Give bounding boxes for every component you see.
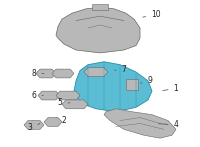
Text: 7: 7 xyxy=(115,65,126,74)
Polygon shape xyxy=(52,69,74,78)
Text: 4: 4 xyxy=(159,120,178,130)
Text: 6: 6 xyxy=(32,91,43,100)
Text: 1: 1 xyxy=(163,84,178,93)
Polygon shape xyxy=(44,118,62,126)
Text: 9: 9 xyxy=(141,76,152,85)
Polygon shape xyxy=(104,109,176,138)
Polygon shape xyxy=(24,121,44,129)
Polygon shape xyxy=(92,4,108,10)
Polygon shape xyxy=(38,91,60,100)
Polygon shape xyxy=(56,91,80,100)
Polygon shape xyxy=(62,100,88,109)
Polygon shape xyxy=(56,7,140,53)
Polygon shape xyxy=(74,62,152,112)
Polygon shape xyxy=(126,79,138,90)
Text: 3: 3 xyxy=(28,123,40,132)
Text: 10: 10 xyxy=(143,10,161,19)
Text: 5: 5 xyxy=(58,98,70,107)
Polygon shape xyxy=(36,69,56,78)
Polygon shape xyxy=(84,68,108,76)
Text: 2: 2 xyxy=(56,116,66,125)
Text: 8: 8 xyxy=(32,69,44,78)
